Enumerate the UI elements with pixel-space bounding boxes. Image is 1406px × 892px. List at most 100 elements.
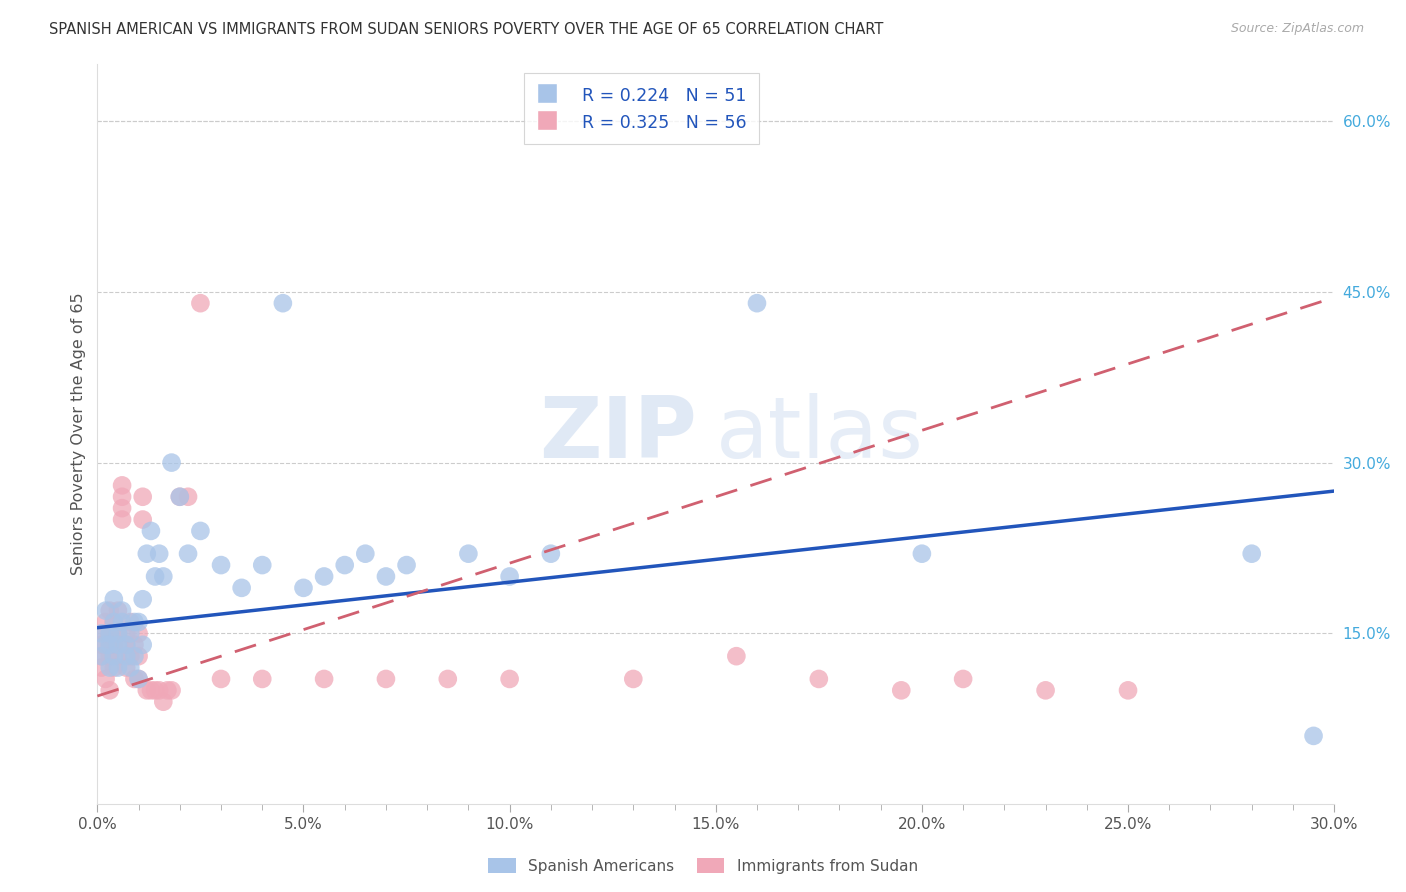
Point <box>135 683 157 698</box>
Point <box>131 592 153 607</box>
Point <box>209 558 232 572</box>
Point <box>374 672 396 686</box>
Point <box>90 626 112 640</box>
Point <box>160 456 183 470</box>
Point <box>120 615 142 629</box>
Point <box>139 524 162 538</box>
Point <box>1302 729 1324 743</box>
Point <box>292 581 315 595</box>
Point <box>98 660 121 674</box>
Point <box>98 626 121 640</box>
Point <box>190 296 212 310</box>
Point <box>139 683 162 698</box>
Point <box>333 558 356 572</box>
Point <box>111 604 134 618</box>
Point <box>124 649 146 664</box>
Point <box>169 490 191 504</box>
Point <box>120 626 142 640</box>
Legend:   R = 0.224   N = 51,   R = 0.325   N = 56: R = 0.224 N = 51, R = 0.325 N = 56 <box>524 73 759 145</box>
Point <box>354 547 377 561</box>
Point <box>107 604 129 618</box>
Point <box>94 604 117 618</box>
Point <box>374 569 396 583</box>
Point <box>103 615 125 629</box>
Point <box>115 649 138 664</box>
Point <box>111 615 134 629</box>
Point <box>1116 683 1139 698</box>
Point <box>98 649 121 664</box>
Point <box>94 638 117 652</box>
Point <box>128 626 150 640</box>
Point <box>90 638 112 652</box>
Point <box>128 672 150 686</box>
Point <box>111 478 134 492</box>
Point <box>1240 547 1263 561</box>
Point <box>725 649 748 664</box>
Point <box>115 638 138 652</box>
Point <box>90 649 112 664</box>
Text: atlas: atlas <box>716 392 924 475</box>
Point <box>120 660 142 674</box>
Point <box>190 524 212 538</box>
Point <box>124 615 146 629</box>
Point <box>98 638 121 652</box>
Point <box>103 592 125 607</box>
Point <box>177 547 200 561</box>
Point <box>143 683 166 698</box>
Point <box>271 296 294 310</box>
Point <box>107 638 129 652</box>
Point <box>90 660 112 674</box>
Point <box>148 547 170 561</box>
Point <box>152 569 174 583</box>
Legend: Spanish Americans, Immigrants from Sudan: Spanish Americans, Immigrants from Sudan <box>482 852 924 880</box>
Point <box>128 649 150 664</box>
Point <box>94 626 117 640</box>
Point <box>131 490 153 504</box>
Point <box>231 581 253 595</box>
Point <box>952 672 974 686</box>
Point <box>143 569 166 583</box>
Point <box>98 626 121 640</box>
Point <box>111 490 134 504</box>
Point <box>107 626 129 640</box>
Point <box>498 569 520 583</box>
Point <box>124 638 146 652</box>
Point <box>111 501 134 516</box>
Point <box>115 660 138 674</box>
Point <box>90 649 112 664</box>
Point <box>314 672 336 686</box>
Point <box>128 672 150 686</box>
Point <box>98 638 121 652</box>
Point <box>103 660 125 674</box>
Point <box>128 615 150 629</box>
Point <box>124 672 146 686</box>
Point <box>94 672 117 686</box>
Point <box>745 296 768 310</box>
Point <box>911 547 934 561</box>
Point <box>252 558 274 572</box>
Point <box>148 683 170 698</box>
Y-axis label: Seniors Poverty Over the Age of 65: Seniors Poverty Over the Age of 65 <box>72 293 86 575</box>
Point <box>1035 683 1057 698</box>
Point <box>98 683 121 698</box>
Point <box>103 638 125 652</box>
Point <box>135 547 157 561</box>
Text: ZIP: ZIP <box>540 392 697 475</box>
Point <box>807 672 830 686</box>
Point <box>107 660 129 674</box>
Point <box>131 512 153 526</box>
Point <box>115 626 138 640</box>
Point <box>209 672 232 686</box>
Point <box>177 490 200 504</box>
Point <box>890 683 912 698</box>
Point <box>111 512 134 526</box>
Point <box>98 604 121 618</box>
Point <box>160 683 183 698</box>
Point <box>621 672 644 686</box>
Point <box>94 615 117 629</box>
Text: Source: ZipAtlas.com: Source: ZipAtlas.com <box>1230 22 1364 36</box>
Point <box>103 649 125 664</box>
Point <box>252 672 274 686</box>
Point <box>103 615 125 629</box>
Point <box>107 626 129 640</box>
